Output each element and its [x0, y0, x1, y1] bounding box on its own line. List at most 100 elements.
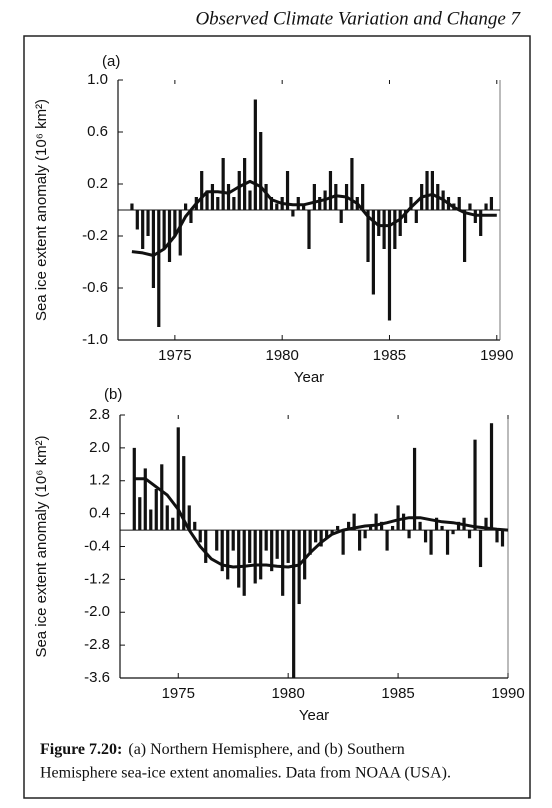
bar [154, 488, 158, 531]
bar [363, 530, 367, 539]
trend-line [131, 179, 497, 257]
bar [149, 509, 153, 531]
bar [237, 530, 241, 588]
bar [193, 521, 197, 531]
bar [307, 210, 311, 249]
bar [270, 530, 274, 572]
bar [484, 517, 488, 531]
x-axis-title: Year [299, 707, 329, 724]
bar [361, 184, 365, 210]
bar [385, 530, 389, 551]
bar [189, 210, 193, 223]
x-tick-label: 1975 [162, 685, 195, 702]
x-tick-label: 1990 [491, 685, 524, 702]
y-tick-label: -1.2 [84, 570, 110, 587]
bar [473, 439, 477, 531]
bar [275, 530, 279, 559]
running-header: Observed Climate Variation and Change 7 [195, 8, 521, 29]
bar [390, 525, 395, 531]
bar [165, 505, 169, 531]
bar [423, 530, 428, 543]
x-tick-label: 1980 [265, 347, 298, 364]
bar [178, 210, 182, 256]
y-tick-label: -2.0 [84, 603, 110, 620]
y-tick-label: 0.4 [89, 505, 110, 522]
bar [242, 530, 246, 596]
y-tick-label: -1.0 [82, 331, 108, 348]
bar [200, 171, 204, 210]
bar [358, 530, 362, 551]
x-tick-label: 1985 [373, 347, 406, 364]
bar [231, 530, 235, 551]
bar [314, 530, 318, 543]
bar [141, 210, 145, 249]
bar [401, 513, 406, 531]
bar [418, 521, 422, 531]
bar [259, 530, 263, 580]
caption-text: (a) Northern Hemisphere, and (b) Souther… [128, 741, 404, 758]
y-tick-label: -0.2 [82, 227, 108, 244]
bar [220, 530, 224, 572]
bar [285, 171, 290, 210]
bar [462, 210, 467, 262]
y-axis-title: Sea ice extent anomaly (10⁶ km²) [33, 99, 50, 321]
y-tick-label: 1.2 [89, 472, 110, 489]
bar [182, 456, 186, 531]
panel-label: (b) [104, 386, 122, 403]
y-tick-label: 2.8 [89, 406, 110, 423]
y-tick-label: -0.6 [82, 279, 108, 296]
bar [387, 210, 392, 321]
x-tick-label: 1975 [158, 347, 191, 364]
y-tick-label: -2.8 [84, 636, 110, 653]
bar [393, 210, 397, 249]
y-tick-label: 0.6 [87, 123, 108, 140]
bar [374, 513, 378, 531]
bar [379, 521, 384, 531]
bar [232, 197, 236, 210]
bar [167, 210, 172, 262]
bar [275, 203, 279, 210]
bar [500, 530, 505, 547]
bar [489, 423, 494, 531]
caption-label: Figure 7.20: [40, 741, 122, 758]
bar [325, 530, 329, 539]
bar [382, 210, 386, 249]
bar [330, 530, 334, 535]
bar [130, 203, 134, 210]
bar [264, 184, 268, 210]
bar [205, 190, 209, 210]
bar [371, 210, 375, 295]
bar [414, 210, 418, 223]
bar [157, 210, 161, 327]
bar [259, 132, 263, 210]
bar [407, 530, 411, 539]
x-tick-label: 1990 [480, 347, 513, 364]
caption-line: Hemisphere sea-ice extent anomalies. Dat… [40, 765, 451, 782]
bar [445, 530, 450, 555]
bar [281, 530, 285, 596]
bar [347, 521, 351, 531]
bar [237, 171, 241, 210]
bar [143, 468, 147, 531]
bar [226, 530, 230, 580]
bar [215, 530, 219, 551]
x-tick-label: 1985 [381, 685, 414, 702]
bar [248, 530, 252, 563]
y-tick-label: 1.0 [87, 71, 108, 88]
bar [377, 210, 381, 236]
bar [216, 197, 220, 210]
bar [468, 203, 472, 210]
page-frame [23, 35, 531, 799]
bar [138, 497, 142, 531]
bar [398, 210, 402, 236]
bar [318, 197, 322, 210]
bar [198, 530, 202, 543]
bar [303, 530, 307, 580]
bar [312, 184, 316, 210]
bar [226, 184, 231, 210]
bar [308, 530, 312, 555]
y-tick-label: -3.6 [84, 669, 110, 686]
y-tick-label: 2.0 [89, 439, 110, 456]
